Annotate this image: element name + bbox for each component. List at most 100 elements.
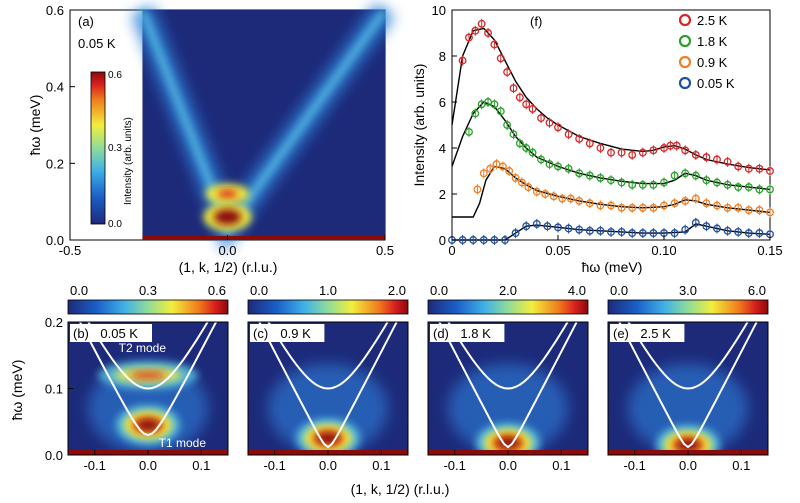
data-point <box>486 164 495 173</box>
legend-label: 2.5 K <box>697 13 728 28</box>
data-point <box>585 139 594 148</box>
heatmap-spot <box>676 439 700 452</box>
data-point <box>522 222 531 231</box>
series-005K <box>448 217 774 245</box>
data-point <box>660 201 668 210</box>
panel-a-temperature: 0.05 K <box>78 36 116 51</box>
y-tick-label: 8 <box>439 49 446 64</box>
data-point <box>681 146 690 155</box>
dispersion-curve-T1 <box>258 322 398 449</box>
data-point <box>471 109 480 118</box>
panel-label-box <box>430 324 505 342</box>
data-point <box>505 167 514 175</box>
panel-a-colorbar: 0.6 0.3 0.0 Intensity (arb. units) <box>90 70 134 230</box>
colorbar-tick: 6.0 <box>748 283 766 298</box>
panel-e: 0.0 3.0 6.0 (e) 2.5 K -0.1 0.0 0.1 <box>607 283 769 473</box>
data-point <box>575 134 584 143</box>
data-point <box>498 162 507 171</box>
data-point <box>734 203 743 212</box>
data-point <box>528 104 537 113</box>
panel-a-colorbar-gradient <box>90 71 106 225</box>
data-point <box>554 223 562 232</box>
x-tick-label: 0.15 <box>757 243 782 258</box>
data-point <box>575 169 584 178</box>
panel-a-ylabel: ħω (meV) <box>27 95 43 156</box>
legend-label: 1.8 K <box>697 34 728 49</box>
colorbar-tick: 1.0 <box>319 283 337 298</box>
data-point <box>585 199 594 208</box>
data-point <box>458 56 467 65</box>
data-point <box>691 150 700 159</box>
data-point <box>649 180 658 189</box>
colorbar-tick: 0.6 <box>108 70 122 81</box>
data-point <box>766 208 774 217</box>
x-tick-label: 0.05 <box>545 243 570 258</box>
data-point <box>607 148 615 157</box>
elastic-line <box>142 236 385 240</box>
dispersion-curve-T1 <box>618 322 758 449</box>
data-point <box>503 68 512 77</box>
panel-a-label: (a) <box>78 14 94 29</box>
y-tick-label: 0 <box>439 233 446 248</box>
legend-marker <box>678 34 692 48</box>
panel-label: (c) <box>253 326 268 341</box>
panel-c-colorbar: 0.0 1.0 2.0 <box>247 283 409 315</box>
data-point <box>744 164 753 173</box>
continuum-glow <box>268 363 388 454</box>
panel-temperature: 0.05 K <box>100 326 138 341</box>
data-point <box>511 173 520 182</box>
data-point <box>528 148 537 157</box>
x-tick-label: 0.0 <box>319 458 337 473</box>
data-point <box>617 227 626 236</box>
data-point <box>496 107 505 116</box>
data-point <box>628 229 637 238</box>
panel-c: 0.0 1.0 2.0 (c) 0.9 K -0.1 0.0 0.1 <box>247 283 409 473</box>
panel-label-box <box>610 324 685 342</box>
panel-f-legend: 2.5 K 1.8 K 0.9 K 0.05 K <box>678 13 735 91</box>
data-point <box>471 26 480 35</box>
data-point <box>660 178 668 187</box>
colorbar-tick: 3.0 <box>679 283 697 298</box>
colorbar-tick: 0.0 <box>250 283 268 298</box>
data-point <box>691 171 700 180</box>
data-point <box>484 29 492 37</box>
data-point <box>490 100 499 109</box>
colorbar-tick: 2.0 <box>388 283 406 298</box>
x-tick-label: 0.0 <box>499 458 517 473</box>
data-point <box>585 226 594 235</box>
x-tick-label: 0.0 <box>218 243 236 258</box>
data-point <box>469 236 478 244</box>
panel-label: (e) <box>613 326 629 341</box>
colorbar-gradient <box>607 299 769 315</box>
data-point <box>532 219 541 228</box>
data-point <box>755 206 764 215</box>
heatmap-spot <box>217 190 238 198</box>
x-tick-label: 0.0 <box>139 458 157 473</box>
colorbar-gradient <box>247 299 409 315</box>
x-tick-label: 0.10 <box>651 243 676 258</box>
data-point <box>477 19 486 28</box>
colorbar-tick: 0.0 <box>70 283 88 298</box>
legend-marker <box>678 55 692 69</box>
panel-a-heatmap <box>131 2 395 254</box>
panel-label-box <box>250 324 325 342</box>
panel-a-xlabel: (1, k, 1/2) (r.l.u.) <box>179 259 278 275</box>
data-point <box>744 229 753 238</box>
data-point <box>691 194 700 203</box>
data-point <box>628 203 637 212</box>
data-point <box>713 201 721 210</box>
heatmap-spot <box>136 419 160 432</box>
data-point <box>503 121 512 129</box>
y-tick-label: 0.4 <box>46 80 64 95</box>
colorbar-gradient <box>67 299 229 315</box>
panel-label: (d) <box>433 326 449 341</box>
data-point <box>713 224 721 233</box>
data-point <box>734 227 743 236</box>
x-tick-label: 0 <box>448 243 455 258</box>
panel-temperature: 2.5 K <box>640 326 671 341</box>
colorbar-tick: 0.0 <box>108 219 122 230</box>
data-point <box>465 127 473 136</box>
data-point <box>458 236 467 244</box>
data-point <box>518 178 526 187</box>
